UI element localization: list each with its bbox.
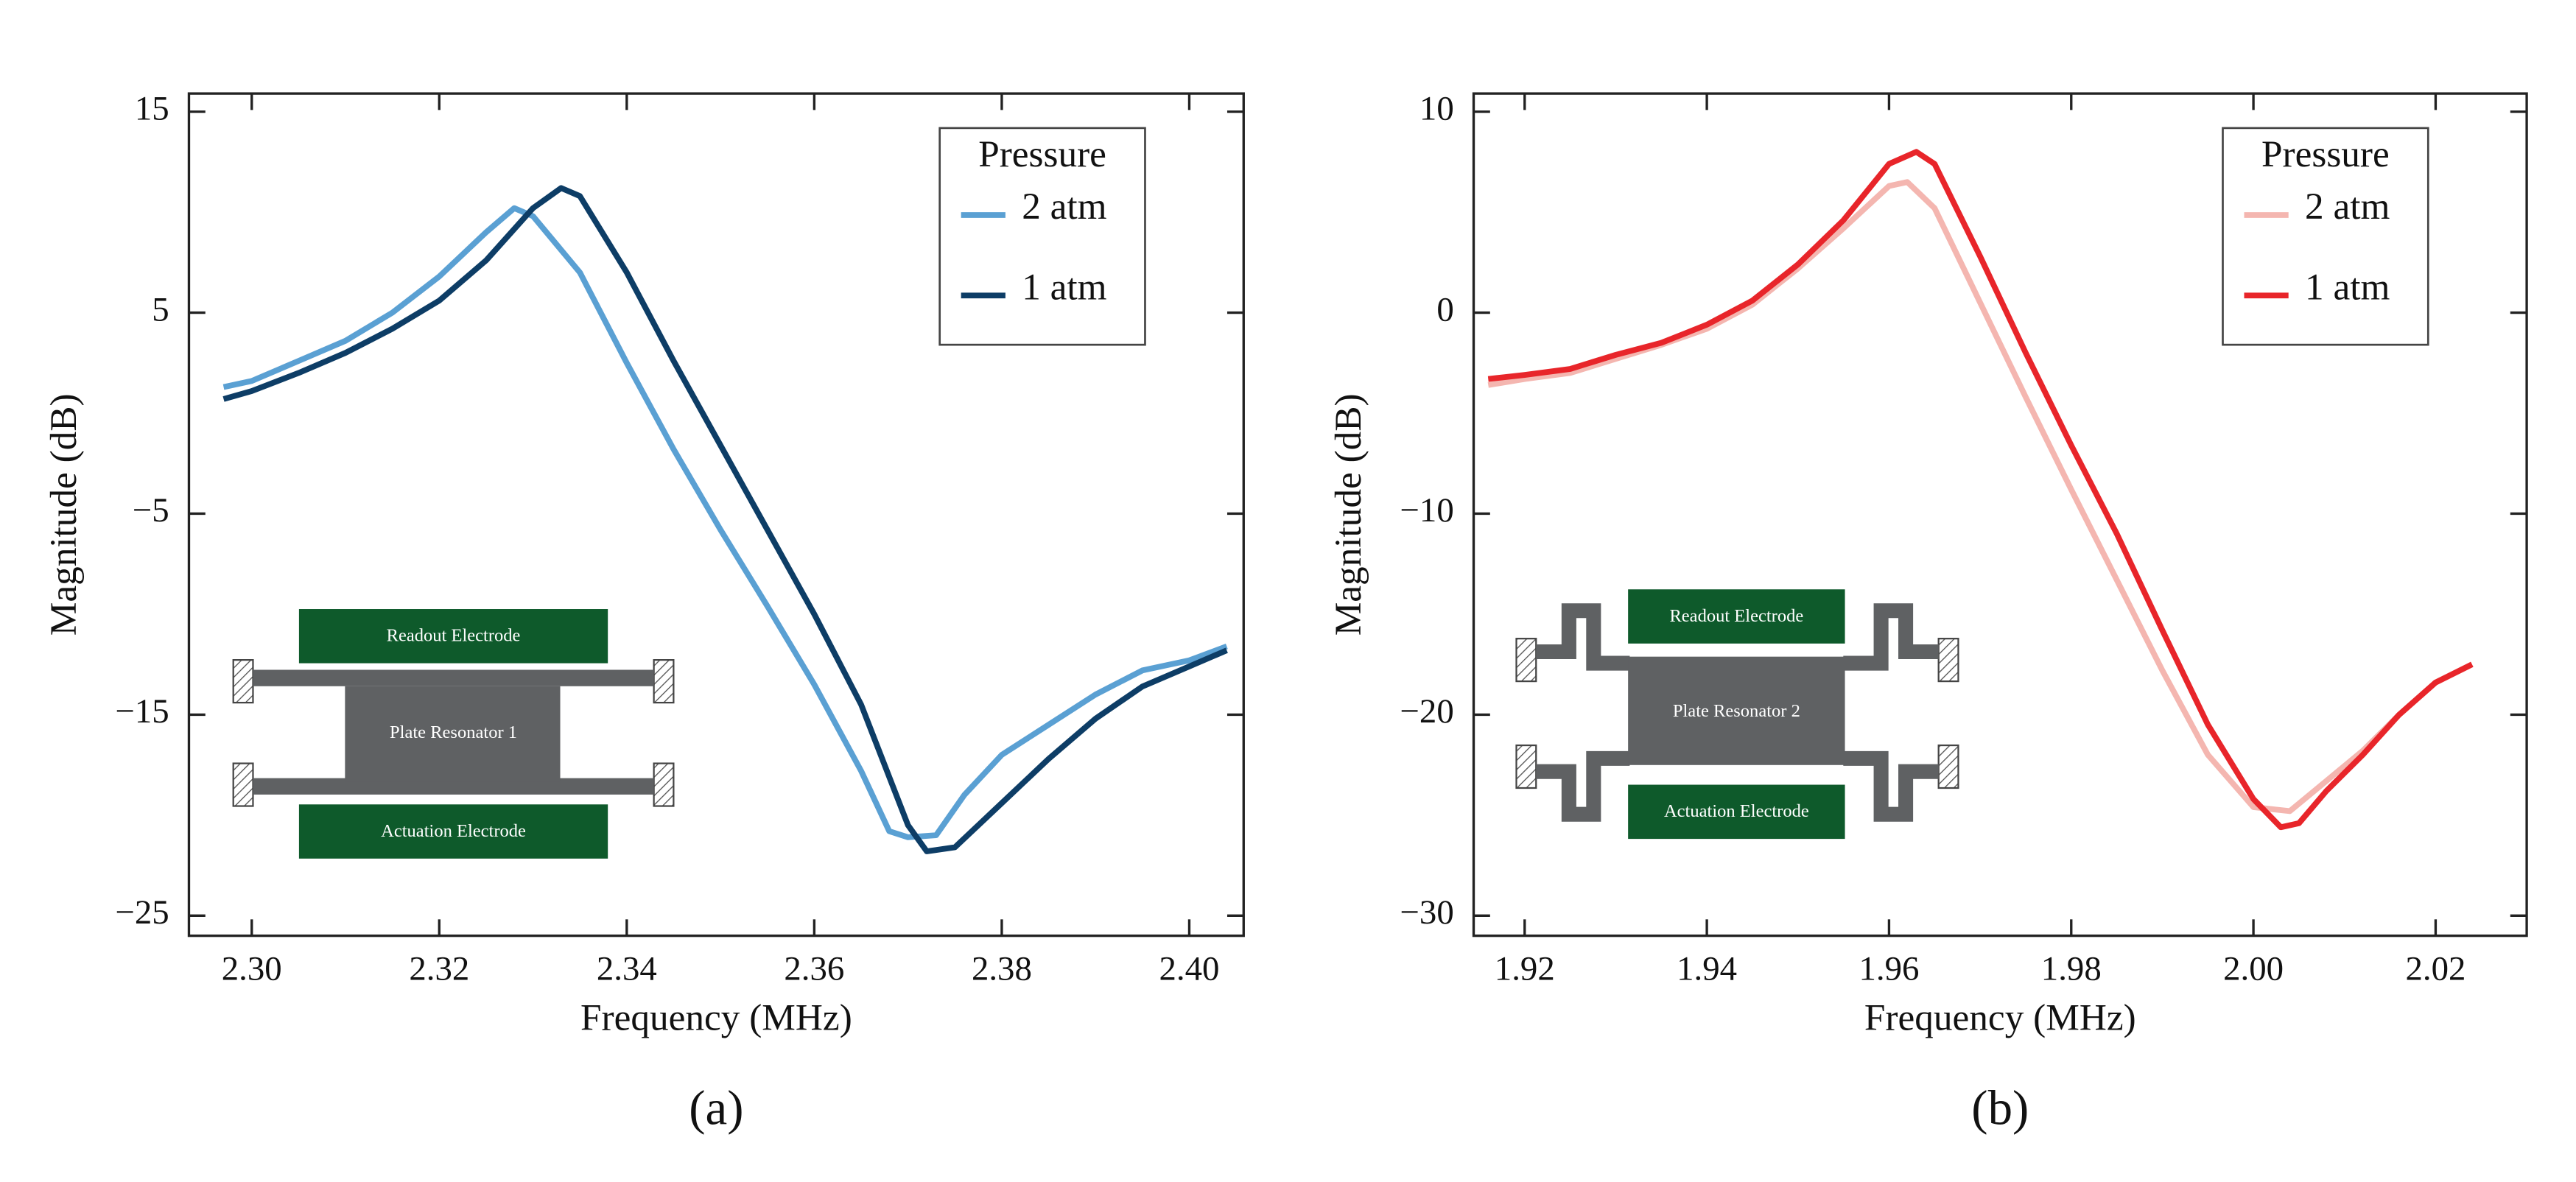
x-tick-label: 2.32 xyxy=(409,949,469,988)
y-tick-label: −15 xyxy=(115,692,169,731)
y-tick-label: 0 xyxy=(1436,290,1453,328)
y-axis-label: Magnitude (dB) xyxy=(1327,393,1369,636)
series-line xyxy=(222,185,1228,854)
panel-label: (b) xyxy=(1971,1081,2029,1136)
inset-diagram-b: Readout Electrode Plate Resonator 2 Actu… xyxy=(1515,589,1959,840)
x-tick-label: 1.98 xyxy=(2041,949,2102,988)
x-tick-label: 2.30 xyxy=(222,949,282,988)
series-line xyxy=(1487,149,2474,831)
inset-label: Plate Resonator 2 xyxy=(1673,701,1800,721)
legend-label: 2 atm xyxy=(1022,186,1106,228)
series-line xyxy=(222,205,1228,840)
inset-label: Plate Resonator 1 xyxy=(390,722,517,742)
inset-label: Readout Electrode xyxy=(1669,606,1803,626)
y-axis-label: Magnitude (dB) xyxy=(43,393,85,636)
legend-box xyxy=(938,127,1146,346)
panel-label: (a) xyxy=(689,1081,743,1136)
x-tick-label: 1.96 xyxy=(1859,949,1919,988)
y-tick-label: −5 xyxy=(133,491,169,530)
legend-title: Pressure xyxy=(2261,133,2390,175)
y-tick-label: −30 xyxy=(1400,893,1454,932)
inset-diagram-a: Readout Electrode Plate Resonator 1 Actu… xyxy=(232,609,675,859)
y-tick-label: −10 xyxy=(1400,491,1454,530)
x-tick-label: 2.02 xyxy=(2405,949,2466,988)
x-tick-label: 2.34 xyxy=(597,949,657,988)
y-tick-label: 15 xyxy=(135,89,169,127)
x-tick-label: 2.36 xyxy=(784,949,844,988)
x-tick-label: 2.00 xyxy=(2223,949,2284,988)
x-axis-label: Frequency (MHz) xyxy=(1864,996,2136,1038)
legend-label: 1 atm xyxy=(2305,266,2390,308)
inset-label: Actuation Electrode xyxy=(381,821,526,841)
legend-box xyxy=(2222,127,2429,346)
x-tick-label: 2.38 xyxy=(972,949,1032,988)
legend-label: 2 atm xyxy=(2305,186,2390,228)
y-tick-label: −20 xyxy=(1400,692,1454,731)
legend-label: 1 atm xyxy=(1022,266,1106,308)
y-tick-label: 10 xyxy=(1419,89,1454,127)
x-tick-label: 1.94 xyxy=(1677,949,1737,988)
y-tick-label: −25 xyxy=(115,893,169,932)
x-tick-label: 2.40 xyxy=(1159,949,1219,988)
x-tick-label: 1.92 xyxy=(1495,949,1555,988)
y-tick-label: 5 xyxy=(152,290,169,328)
inset-label: Readout Electrode xyxy=(387,626,521,646)
x-axis-label: Frequency (MHz) xyxy=(580,996,852,1038)
legend-title: Pressure xyxy=(978,133,1106,175)
inset-label: Actuation Electrode xyxy=(1664,801,1809,821)
